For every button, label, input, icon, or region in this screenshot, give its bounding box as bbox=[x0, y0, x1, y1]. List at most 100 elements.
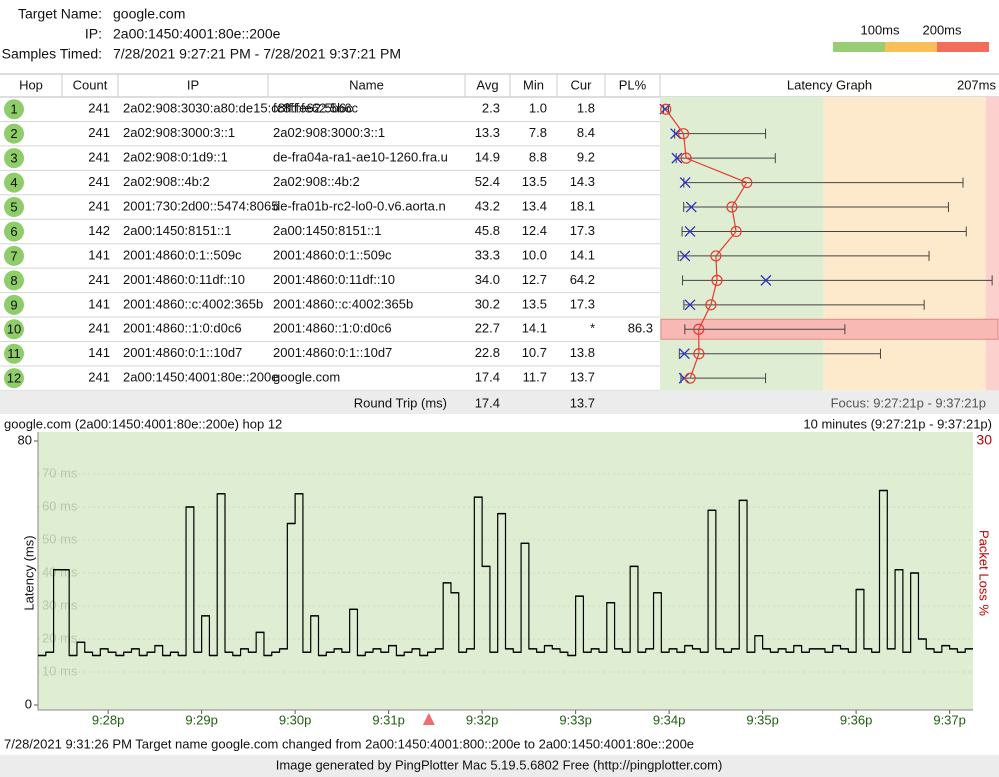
avg-marker bbox=[680, 152, 692, 164]
y-tick-label: 30 ms bbox=[42, 597, 78, 612]
column-header: Name bbox=[349, 77, 384, 92]
y-tick-label: 80 bbox=[18, 432, 32, 447]
x-tick-label: 9:34p bbox=[653, 712, 686, 727]
x-tick-label: 9:28p bbox=[92, 712, 125, 727]
y2-tick-label: 30 bbox=[976, 432, 992, 448]
avg: 17.4 bbox=[475, 370, 500, 385]
avg: 43.2 bbox=[475, 198, 500, 213]
ip: 2a02:908:3000:3::1 bbox=[123, 125, 235, 140]
header-value: google.com bbox=[113, 6, 185, 22]
avg-marker bbox=[660, 103, 672, 115]
y-axis-label: Latency (ms) bbox=[21, 535, 36, 610]
y-tick-label: 50 ms bbox=[42, 531, 78, 546]
avg: 2.3 bbox=[482, 101, 500, 116]
avg-marker bbox=[684, 372, 696, 384]
avg: 33.3 bbox=[475, 247, 500, 262]
avg-line bbox=[665, 108, 748, 379]
min: 12.4 bbox=[522, 223, 547, 238]
count: 241 bbox=[88, 174, 110, 189]
avg-marker bbox=[726, 201, 738, 213]
x-tick-label: 9:33p bbox=[559, 712, 592, 727]
count: 241 bbox=[88, 198, 110, 213]
hop-badge bbox=[4, 197, 24, 218]
x-tick-label: 9:35p bbox=[746, 712, 779, 727]
avg: 45.8 bbox=[475, 223, 500, 238]
count: 141 bbox=[88, 247, 110, 262]
avg-marker bbox=[693, 323, 705, 335]
y2-axis-label: Packet Loss % bbox=[977, 530, 992, 616]
hop-badge bbox=[4, 221, 24, 242]
x-tick-label: 9:32p bbox=[466, 712, 499, 727]
header-label: IP: bbox=[85, 26, 102, 42]
x-tick-label: 9:29p bbox=[185, 712, 218, 727]
cur: 17.3 bbox=[570, 223, 595, 238]
avg-marker bbox=[693, 348, 705, 360]
avg: 22.8 bbox=[475, 345, 500, 360]
avg: 52.4 bbox=[475, 174, 500, 189]
cur: 8.4 bbox=[577, 125, 595, 140]
cur: * bbox=[590, 321, 595, 336]
scale-bar bbox=[937, 42, 989, 52]
ip: 2a00:1450:4001:80e::200e bbox=[123, 370, 278, 385]
zone-orange bbox=[823, 97, 986, 391]
ip: 2001:4860:0:1::10d7 bbox=[123, 345, 242, 360]
cur-marker bbox=[678, 372, 690, 384]
cur-marker bbox=[760, 274, 772, 286]
x-tick-label: 9:30p bbox=[279, 712, 312, 727]
y-tick-label: 20 ms bbox=[42, 630, 78, 645]
footer-text: Image generated by PingPlotter Mac 5.19.… bbox=[276, 757, 723, 772]
name: 2001:4860:0:11df::10 bbox=[273, 272, 395, 287]
ip: 2a02:908:0:1d9::1 bbox=[123, 150, 228, 165]
header-label: Samples Timed: bbox=[2, 46, 102, 62]
hop-badge bbox=[4, 343, 24, 364]
avg: 22.7 bbox=[475, 321, 500, 336]
cur: 64.2 bbox=[570, 272, 595, 287]
min: 13.4 bbox=[522, 198, 547, 213]
avg-marker bbox=[705, 299, 717, 311]
cur-marker bbox=[671, 152, 683, 164]
scale-label: 200ms bbox=[922, 22, 962, 37]
min: 12.7 bbox=[522, 272, 547, 287]
avg: 30.2 bbox=[475, 296, 500, 311]
hop: 11 bbox=[7, 346, 21, 361]
count: 241 bbox=[88, 321, 110, 336]
hop-badge bbox=[4, 368, 24, 389]
ip: 2001:4860:0:1::509c bbox=[123, 247, 242, 262]
cur: 14.1 bbox=[570, 247, 595, 262]
ip: 2001:4860::c:4002:365b bbox=[123, 296, 263, 311]
x-tick-label: 9:36p bbox=[840, 712, 873, 727]
hop-badge bbox=[4, 319, 24, 340]
min: 7.8 bbox=[529, 125, 547, 140]
y-tick-label: 60 ms bbox=[42, 498, 78, 513]
avg: 14.9 bbox=[475, 150, 500, 165]
hop: 9 bbox=[10, 297, 17, 312]
avg-marker bbox=[741, 176, 753, 189]
column-header: IP bbox=[187, 77, 199, 92]
name: 2001:4860:0:1::509c bbox=[273, 247, 392, 262]
cur: 13.7 bbox=[570, 370, 595, 385]
column-header: Avg bbox=[476, 77, 498, 92]
name: google.com bbox=[273, 370, 340, 385]
name: 2001:4860:0:1::10d7 bbox=[273, 345, 392, 360]
count: 241 bbox=[88, 125, 110, 140]
y-tick-label: 70 ms bbox=[42, 465, 78, 480]
footer-row bbox=[0, 390, 999, 414]
focus: Focus: 9:27:21p - 9:37:21p bbox=[831, 395, 986, 410]
zone-red bbox=[985, 97, 999, 391]
min: 10.7 bbox=[522, 345, 547, 360]
hop-badge bbox=[4, 123, 24, 144]
y-tick-label: 10 ms bbox=[42, 663, 78, 678]
round-trip-avg: 17.4 bbox=[475, 395, 500, 410]
min: 13.5 bbox=[522, 174, 547, 189]
ip: 2001:4860::1:0:d0c6 bbox=[123, 321, 242, 336]
count: 241 bbox=[88, 370, 110, 385]
hop: 10 bbox=[7, 322, 21, 337]
count: 241 bbox=[88, 101, 110, 116]
count: 141 bbox=[88, 345, 110, 360]
hop: 1 bbox=[10, 102, 17, 117]
cur-marker bbox=[679, 177, 691, 189]
cur: 1.8 bbox=[577, 101, 595, 116]
cur-marker bbox=[678, 348, 690, 360]
round-trip-cur: 13.7 bbox=[570, 395, 595, 410]
chart-subtitle: 10 minutes (9:27:21p - 9:37:21p) bbox=[803, 416, 992, 431]
